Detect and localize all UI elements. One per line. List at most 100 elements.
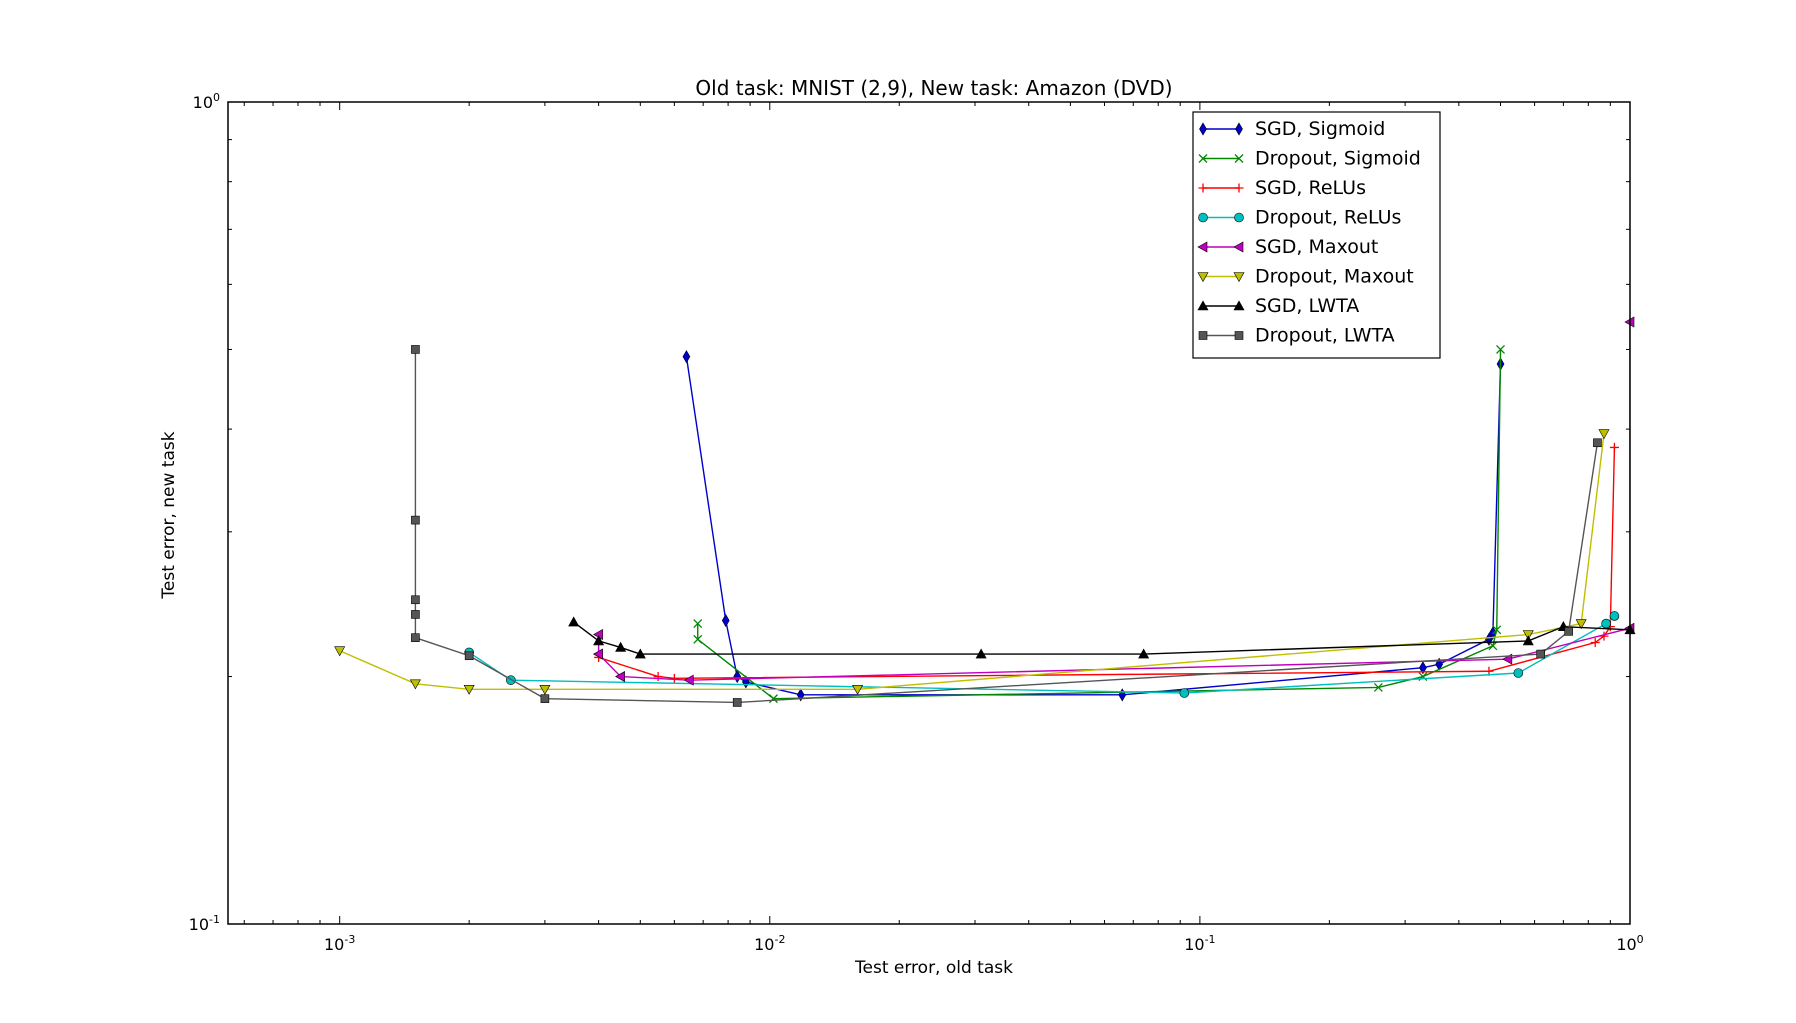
data-point xyxy=(852,684,864,695)
data-point xyxy=(539,684,551,695)
data-point xyxy=(669,673,679,683)
legend-marker xyxy=(1234,154,1244,163)
data-point xyxy=(1598,429,1610,440)
data-point xyxy=(409,679,421,690)
legend-entry: Dropout, Maxout xyxy=(1197,266,1414,288)
series-2 xyxy=(693,344,1505,704)
y-axis-label: Test error, new task xyxy=(159,431,179,599)
series-3 xyxy=(594,442,1619,683)
data-point xyxy=(1609,611,1620,621)
legend-label: Dropout, ReLUs xyxy=(1255,207,1401,229)
data-point xyxy=(1492,625,1502,635)
data-point xyxy=(463,684,475,695)
data-point xyxy=(693,619,703,629)
chart-title: Old task: MNIST (2,9), New task: Amazon … xyxy=(695,76,1172,100)
series-line xyxy=(685,356,1502,696)
data-point xyxy=(1564,627,1573,636)
data-point xyxy=(464,651,474,661)
legend-label: SGD, LWTA xyxy=(1255,295,1359,317)
legend-marker xyxy=(1198,212,1208,223)
legend-entry: SGD, ReLUs xyxy=(1198,177,1366,199)
legend-entry: SGD, Sigmoid xyxy=(1199,118,1385,140)
legend-marker xyxy=(1234,331,1244,340)
data-point xyxy=(540,694,550,703)
legend-marker xyxy=(1197,300,1209,311)
legend-marker xyxy=(1198,331,1208,340)
plot-frame xyxy=(227,101,1631,925)
legend-label: Dropout, Sigmoid xyxy=(1255,148,1421,170)
y-tick-label: 100 xyxy=(193,91,220,112)
plot-area xyxy=(334,316,1636,707)
data-point xyxy=(975,648,987,659)
data-point xyxy=(1496,344,1505,354)
legend-marker xyxy=(1235,122,1243,136)
series-line xyxy=(339,433,1605,690)
data-point xyxy=(411,515,420,525)
series-line xyxy=(414,349,1599,704)
legend-box xyxy=(1192,111,1441,359)
data-point xyxy=(615,641,627,652)
data-point xyxy=(1575,619,1587,630)
data-point xyxy=(1590,638,1600,648)
legend-marker xyxy=(1234,212,1244,223)
data-point xyxy=(593,648,603,660)
legend-marker xyxy=(1234,183,1244,193)
series-8 xyxy=(411,345,1602,707)
x-tick-label: 100 xyxy=(1616,933,1643,954)
data-point xyxy=(721,613,730,628)
x-tick-label: 10-1 xyxy=(1184,933,1215,954)
legend-marker xyxy=(1198,154,1208,163)
data-point xyxy=(411,595,420,605)
legend-marker xyxy=(1197,272,1209,283)
legend-label: SGD, ReLUs xyxy=(1255,177,1366,199)
legend-entry: Dropout, ReLUs xyxy=(1198,207,1401,229)
data-point xyxy=(411,633,420,642)
x-tick-label: 10-3 xyxy=(324,933,355,954)
data-point xyxy=(1138,648,1150,659)
legend-marker xyxy=(1197,241,1208,253)
y-tick-label: 10-1 xyxy=(189,913,220,934)
legend-entry: Dropout, LWTA xyxy=(1198,325,1395,347)
series-1 xyxy=(682,350,1505,702)
x-tick-label: 10-2 xyxy=(754,933,785,954)
data-point xyxy=(1522,630,1534,641)
data-point xyxy=(411,345,420,354)
data-point xyxy=(653,672,663,682)
data-point xyxy=(1513,668,1524,678)
legend-marker xyxy=(1199,122,1207,136)
data-point xyxy=(568,616,580,627)
legend-entry: SGD, LWTA xyxy=(1197,295,1359,317)
series-6 xyxy=(334,429,1610,695)
series-line xyxy=(597,321,1630,681)
data-point xyxy=(683,674,694,686)
data-point xyxy=(1373,682,1383,692)
data-point xyxy=(693,634,703,644)
x-axis-label: Test error, old task xyxy=(854,958,1013,978)
data-point xyxy=(732,698,742,707)
legend-label: Dropout, LWTA xyxy=(1255,325,1395,347)
legend-entry: Dropout, Sigmoid xyxy=(1198,148,1421,170)
data-point xyxy=(1522,635,1534,646)
legend-marker xyxy=(1233,272,1245,283)
legend-label: Dropout, Maxout xyxy=(1255,266,1414,288)
data-point xyxy=(682,350,691,364)
data-point xyxy=(1536,649,1546,659)
data-point xyxy=(1419,661,1427,675)
legend-label: SGD, Maxout xyxy=(1255,236,1378,258)
data-point xyxy=(1593,438,1602,448)
legend-entry: SGD, Maxout xyxy=(1197,236,1378,258)
legend-marker xyxy=(1198,183,1208,193)
data-point xyxy=(769,694,778,704)
data-point xyxy=(1179,688,1190,698)
series-5 xyxy=(593,316,1635,686)
data-point xyxy=(1118,688,1127,702)
series-line xyxy=(697,349,1502,700)
data-point xyxy=(411,610,420,619)
data-point xyxy=(634,648,646,659)
data-point xyxy=(615,671,625,683)
legend-marker xyxy=(1233,241,1244,253)
data-point xyxy=(593,635,605,646)
axis-ticks: 10-3 10-2 10-1 100 10-1 100 xyxy=(189,91,1644,954)
